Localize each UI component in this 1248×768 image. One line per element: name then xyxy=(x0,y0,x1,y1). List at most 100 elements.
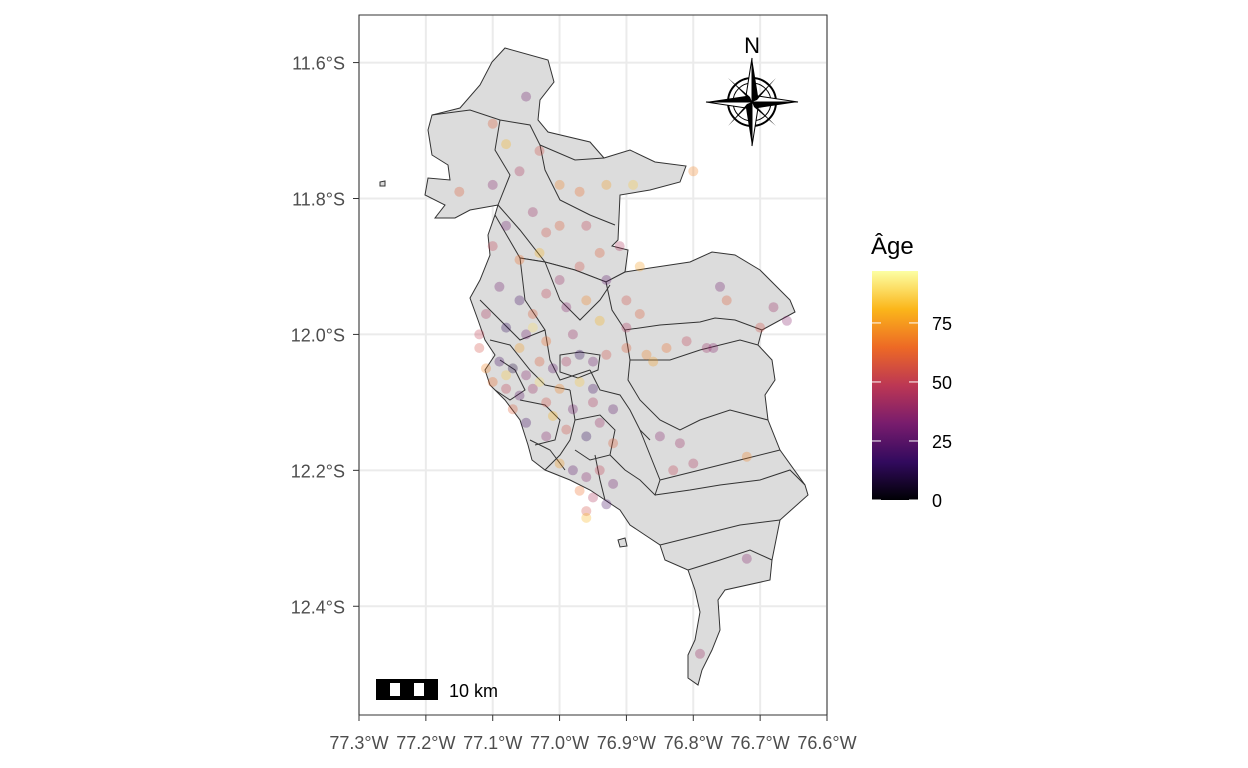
data-point xyxy=(581,512,592,523)
data-point xyxy=(474,329,485,340)
data-point xyxy=(621,295,632,306)
data-point xyxy=(614,241,625,252)
data-point xyxy=(594,417,605,428)
data-point xyxy=(561,302,572,313)
data-point xyxy=(574,186,585,197)
y-tick-label: 11.6°S xyxy=(292,54,345,74)
data-point xyxy=(588,383,598,394)
data-point xyxy=(547,363,558,374)
data-point xyxy=(581,506,592,517)
x-tick-label: 77.1°W xyxy=(463,733,522,753)
data-point xyxy=(501,322,512,333)
legend-colorbar xyxy=(872,271,918,500)
y-tick-label: 12.0°S xyxy=(291,325,345,345)
district-boundaries xyxy=(431,109,806,571)
data-point xyxy=(634,261,645,272)
data-point xyxy=(501,220,512,231)
data-point xyxy=(541,288,552,299)
data-point xyxy=(581,431,592,442)
data-point xyxy=(588,356,598,367)
data-point xyxy=(601,499,612,510)
data-point xyxy=(547,411,558,421)
axes: 77.3°W 77.2°W 77.1°W 77.0°W 76.9°W 76.8°W 76.7… xyxy=(291,54,857,753)
data-point xyxy=(527,207,538,218)
data-point xyxy=(608,404,619,415)
region-island xyxy=(617,537,628,548)
data-point xyxy=(541,336,552,347)
data-point xyxy=(481,363,491,374)
data-point xyxy=(567,465,578,476)
data-point xyxy=(534,356,545,367)
data-point xyxy=(688,166,699,177)
data-point xyxy=(621,343,632,353)
data-point xyxy=(494,356,505,367)
data-point xyxy=(521,370,532,381)
data-point xyxy=(494,281,505,292)
data-point xyxy=(708,343,719,353)
data-point xyxy=(628,179,639,190)
data-point xyxy=(608,478,619,489)
data-point xyxy=(588,492,598,503)
data-point xyxy=(567,329,578,340)
data-point xyxy=(514,295,525,306)
data-point xyxy=(781,315,792,326)
legend-tick-label: 75 xyxy=(932,314,952,334)
data-point xyxy=(487,179,498,190)
data-point xyxy=(554,220,565,231)
data-point xyxy=(594,315,605,326)
data-point xyxy=(755,322,766,333)
data-point xyxy=(581,472,592,483)
scale-bar-label: 10 km xyxy=(449,681,498,701)
x-tick-label: 76.6°W xyxy=(797,733,856,753)
data-point xyxy=(507,363,518,374)
data-point xyxy=(601,179,612,190)
data-point xyxy=(474,343,485,353)
data-point xyxy=(554,458,565,469)
data-point xyxy=(534,377,545,387)
data-point xyxy=(594,465,605,476)
data-point xyxy=(487,377,498,387)
data-point xyxy=(541,397,552,408)
legend-title: Âge xyxy=(871,233,914,260)
data-point xyxy=(601,349,612,360)
legend-ticks: 0 25 50 75 xyxy=(872,314,952,511)
data-point xyxy=(601,275,612,285)
data-point xyxy=(581,295,592,306)
data-point xyxy=(541,431,552,442)
data-point xyxy=(514,254,525,265)
data-point xyxy=(541,227,552,238)
data-point xyxy=(688,458,699,469)
legend-tick-label: 25 xyxy=(932,432,952,452)
data-point xyxy=(561,424,572,435)
color-legend: Âge 0 25 50 75 xyxy=(871,233,952,511)
data-point xyxy=(574,377,585,387)
data-point xyxy=(574,261,585,272)
data-point xyxy=(608,438,619,449)
x-tick-label: 76.8°W xyxy=(664,733,723,753)
scale-bar: 10 km xyxy=(376,679,498,701)
data-point xyxy=(561,356,572,367)
data-point xyxy=(454,186,465,197)
x-tick-label: 77.3°W xyxy=(329,733,388,753)
data-point xyxy=(507,404,518,415)
data-point xyxy=(741,451,752,462)
data-point xyxy=(574,485,585,496)
data-point xyxy=(701,343,712,353)
x-tick-label: 76.7°W xyxy=(731,733,790,753)
data-point xyxy=(521,91,532,102)
data-point xyxy=(527,322,538,333)
data-point xyxy=(661,343,672,353)
data-point xyxy=(574,349,585,360)
data-point xyxy=(514,166,525,177)
data-point xyxy=(567,404,578,415)
y-tick-label: 12.4°S xyxy=(291,597,345,617)
data-point xyxy=(621,322,632,333)
legend-tick-label: 50 xyxy=(932,373,952,393)
data-point xyxy=(634,309,645,319)
data-point xyxy=(487,118,498,129)
x-tick-label: 77.0°W xyxy=(530,733,589,753)
data-point xyxy=(527,309,538,319)
data-point xyxy=(674,438,685,449)
data-point xyxy=(715,281,725,292)
